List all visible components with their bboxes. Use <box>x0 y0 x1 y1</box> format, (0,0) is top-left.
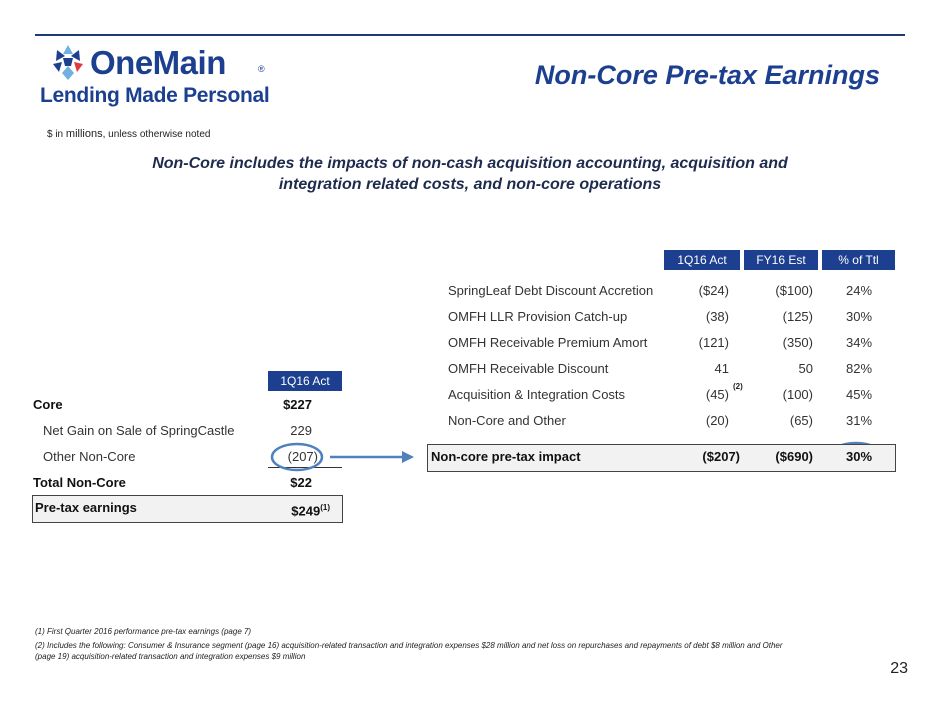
right-row-label: Acquisition & Integration Costs <box>448 387 626 402</box>
highlight-circle-left <box>270 442 324 472</box>
footnote-1: (1) First Quarter 2016 performance pre-t… <box>35 627 252 636</box>
right-header-fy16: FY16 Est <box>744 250 818 270</box>
right-row-q1: (20) <box>705 413 729 428</box>
page-number: 23 <box>890 660 908 677</box>
footnote-2-marker: (2) <box>733 382 743 391</box>
pretax-earnings-box <box>32 495 343 523</box>
right-row-label: OMFH LLR Provision Catch-up <box>448 309 628 324</box>
right-row-pct: 31% <box>846 413 873 428</box>
right-row-pct: 34% <box>846 335 873 350</box>
pretax-earnings-amount: $249 <box>291 503 321 519</box>
subtitle-line-1: Non-Core includes the impacts of non-cas… <box>152 155 788 172</box>
units-note-prefix: $ in <box>47 129 66 140</box>
left-row-other-label: Other Non-Core <box>43 449 136 464</box>
right-row-label: OMFH Receivable Premium Amort <box>448 335 648 350</box>
right-row-q1: (45) <box>705 387 729 402</box>
pretax-earnings-value: $249(1) <box>254 498 330 518</box>
brand-name: OneMain <box>90 44 226 81</box>
noncore-total-label: Non-core pre-tax impact <box>431 449 581 464</box>
right-row-fy: (65) <box>789 413 813 428</box>
right-row-q1: (38) <box>705 309 729 324</box>
left-row-total-label: Total Non-Core <box>33 475 126 490</box>
left-row-core-value: $227 <box>283 397 312 412</box>
left-table-header: 1Q16 Act <box>268 371 342 391</box>
left-row-gain-value: 229 <box>290 423 312 438</box>
right-row-fy: (350) <box>782 335 813 350</box>
footnote-2-continued: (page 19) acquisition-related transactio… <box>35 652 306 661</box>
right-row-q1: ($24) <box>698 283 729 298</box>
right-row-q1: 41 <box>714 361 729 376</box>
right-header-pct: % of Ttl <box>822 250 895 270</box>
footnote-1-marker: (1) <box>320 503 330 512</box>
page-title: Non-Core Pre-tax Earnings <box>534 60 880 90</box>
right-row-pct: 45% <box>846 387 873 402</box>
right-row-label: OMFH Receivable Discount <box>448 361 609 376</box>
left-subtotal-rule <box>268 467 342 468</box>
right-row-label: SpringLeaf Debt Discount Accretion <box>448 283 654 298</box>
left-row-other-value: (207) <box>287 449 318 464</box>
right-row-fy: (125) <box>782 309 813 324</box>
noncore-total-pct: 30% <box>846 449 873 464</box>
right-row-pct: 24% <box>846 283 873 298</box>
header-rule <box>35 34 905 36</box>
left-row-total-value: $22 <box>290 475 312 490</box>
right-header-1q16: 1Q16 Act <box>664 250 740 270</box>
brand-tagline: Lending Made Personal <box>40 84 270 107</box>
left-row-gain-label: Net Gain on Sale of SpringCastle <box>43 423 235 438</box>
right-row-pct: 30% <box>846 309 873 324</box>
right-row-q1: (121) <box>698 335 729 350</box>
brand-registered-mark: ® <box>258 64 265 74</box>
arrow-head <box>402 451 414 463</box>
units-note-suffix: , unless otherwise noted <box>102 129 211 140</box>
right-row-fy: ($100) <box>775 283 813 298</box>
left-row-core-label: Core <box>33 397 63 412</box>
right-row-pct: 82% <box>846 361 873 376</box>
noncore-total-q1: ($207) <box>702 449 740 464</box>
right-row-fy: (100) <box>782 387 813 402</box>
units-note: $ in millions, unless otherwise noted <box>47 128 210 140</box>
right-row-label: Non-Core and Other <box>448 413 566 428</box>
pretax-earnings-label: Pre-tax earnings <box>35 500 137 515</box>
noncore-total-box <box>427 444 896 472</box>
noncore-total-fy: ($690) <box>775 449 813 464</box>
units-note-main: millions <box>65 128 103 140</box>
right-row-fy: 50 <box>798 361 813 376</box>
onemain-logo-icon <box>53 45 83 80</box>
subtitle: Non-Core includes the impacts of non-cas… <box>130 153 810 195</box>
footnote-2: (2) Includes the following: Consumer & I… <box>35 641 783 650</box>
subtitle-line-2: integration related costs, and non-core … <box>278 176 662 193</box>
